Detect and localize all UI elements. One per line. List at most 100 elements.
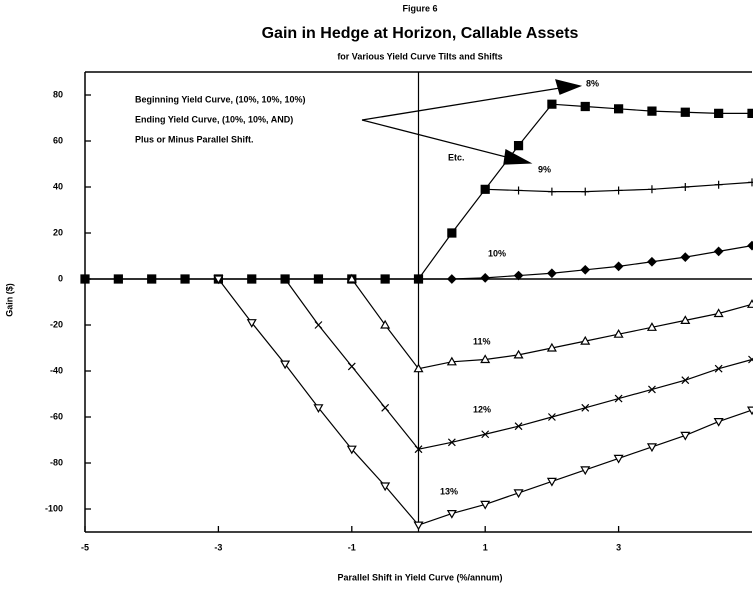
series-line	[284, 278, 753, 450]
x-tick-label: -5	[81, 542, 89, 552]
figure-label: Figure 6	[402, 3, 437, 13]
x-tick-label: -3	[214, 542, 222, 552]
point-marker	[380, 274, 390, 284]
point-marker	[346, 273, 357, 283]
annotation: Beginning Yield Curve, (10%, 10%, 10%)	[135, 94, 306, 104]
point-marker	[480, 273, 491, 283]
arrows	[361, 79, 583, 165]
point-marker	[413, 274, 424, 284]
point-marker	[647, 106, 657, 116]
point-marker	[313, 404, 324, 414]
point-marker	[513, 489, 524, 499]
y-tick-label: -40	[50, 365, 63, 375]
point-marker	[446, 510, 457, 519]
point-marker	[614, 186, 623, 195]
point-marker	[480, 500, 491, 510]
point-marker	[314, 321, 323, 329]
point-marker	[647, 185, 656, 194]
series-label: 10%	[488, 248, 506, 258]
y-tick-label: -100	[45, 503, 63, 513]
point-marker	[513, 349, 524, 359]
point-marker	[313, 274, 324, 284]
point-marker	[580, 335, 591, 345]
point-marker	[646, 322, 657, 331]
point-marker	[714, 108, 724, 118]
y-tick-label: -60	[50, 411, 63, 421]
point-marker	[380, 319, 391, 329]
x-tick-label: -1	[348, 542, 356, 552]
point-marker	[714, 180, 723, 189]
series-label: 8%	[586, 78, 599, 88]
point-marker	[514, 186, 523, 195]
point-marker	[646, 443, 657, 453]
point-marker	[648, 385, 656, 394]
y-tick-label: -80	[50, 457, 63, 467]
point-marker	[547, 413, 556, 421]
point-marker	[580, 264, 591, 275]
point-marker	[247, 274, 257, 284]
series-line	[351, 278, 753, 370]
arrow-line	[361, 87, 561, 121]
point-marker	[748, 355, 753, 364]
annotation: Ending Yield Curve, (10%, 10%, AND)	[135, 114, 293, 124]
annotation: Plus or Minus Parallel Shift.	[135, 134, 254, 144]
point-marker	[713, 246, 724, 257]
point-marker	[714, 364, 723, 373]
y-tick-label: 20	[53, 227, 63, 237]
y-tick-label: 80	[53, 89, 63, 99]
point-marker	[581, 187, 590, 196]
point-marker	[680, 252, 691, 262]
y-tick-label: -20	[50, 319, 63, 329]
point-marker	[547, 99, 557, 109]
point-marker	[413, 521, 424, 531]
point-marker	[746, 299, 753, 308]
point-marker	[80, 274, 90, 284]
point-marker	[447, 274, 457, 284]
arrow-head	[555, 79, 583, 95]
point-marker	[213, 275, 224, 285]
point-marker	[681, 376, 690, 385]
series-label: 12%	[473, 404, 491, 414]
point-marker	[481, 185, 490, 194]
point-marker	[580, 466, 591, 476]
point-marker	[381, 403, 390, 412]
point-marker	[580, 101, 590, 112]
series-label: 13%	[440, 486, 458, 496]
x-axis-label: Parallel Shift in Yield Curve (%/annum)	[337, 572, 502, 582]
point-marker	[447, 438, 456, 447]
y-tick-label: 60	[53, 135, 63, 145]
point-marker	[280, 360, 291, 370]
annotation: Etc.	[448, 152, 465, 162]
point-marker	[413, 363, 424, 373]
point-marker	[547, 187, 556, 196]
y-tick-label: 40	[53, 181, 63, 191]
point-marker	[380, 482, 391, 492]
point-marker	[480, 354, 491, 364]
point-marker	[680, 315, 691, 324]
y-axis-label: Gain ($)	[4, 283, 14, 317]
arrow-line	[361, 119, 511, 159]
point-marker	[147, 274, 157, 284]
point-marker	[681, 183, 690, 191]
point-marker	[414, 445, 423, 454]
point-marker	[614, 104, 624, 114]
point-marker	[747, 108, 753, 118]
point-marker	[180, 274, 190, 284]
point-marker	[746, 406, 753, 416]
point-marker	[513, 270, 524, 281]
point-marker	[513, 141, 524, 151]
point-marker	[647, 256, 657, 267]
chart-subtitle: for Various Yield Curve Tilts and Shifts	[337, 51, 502, 61]
point-marker	[747, 240, 753, 251]
point-marker	[713, 418, 724, 427]
point-marker	[613, 454, 624, 464]
point-marker	[680, 107, 690, 117]
point-marker	[446, 356, 457, 366]
point-marker	[246, 319, 257, 328]
series-label: 9%	[538, 164, 551, 174]
point-marker	[547, 268, 557, 279]
point-marker	[748, 178, 753, 187]
y-tick-label: 0	[58, 273, 63, 283]
point-marker	[514, 422, 523, 431]
point-marker	[281, 275, 290, 283]
